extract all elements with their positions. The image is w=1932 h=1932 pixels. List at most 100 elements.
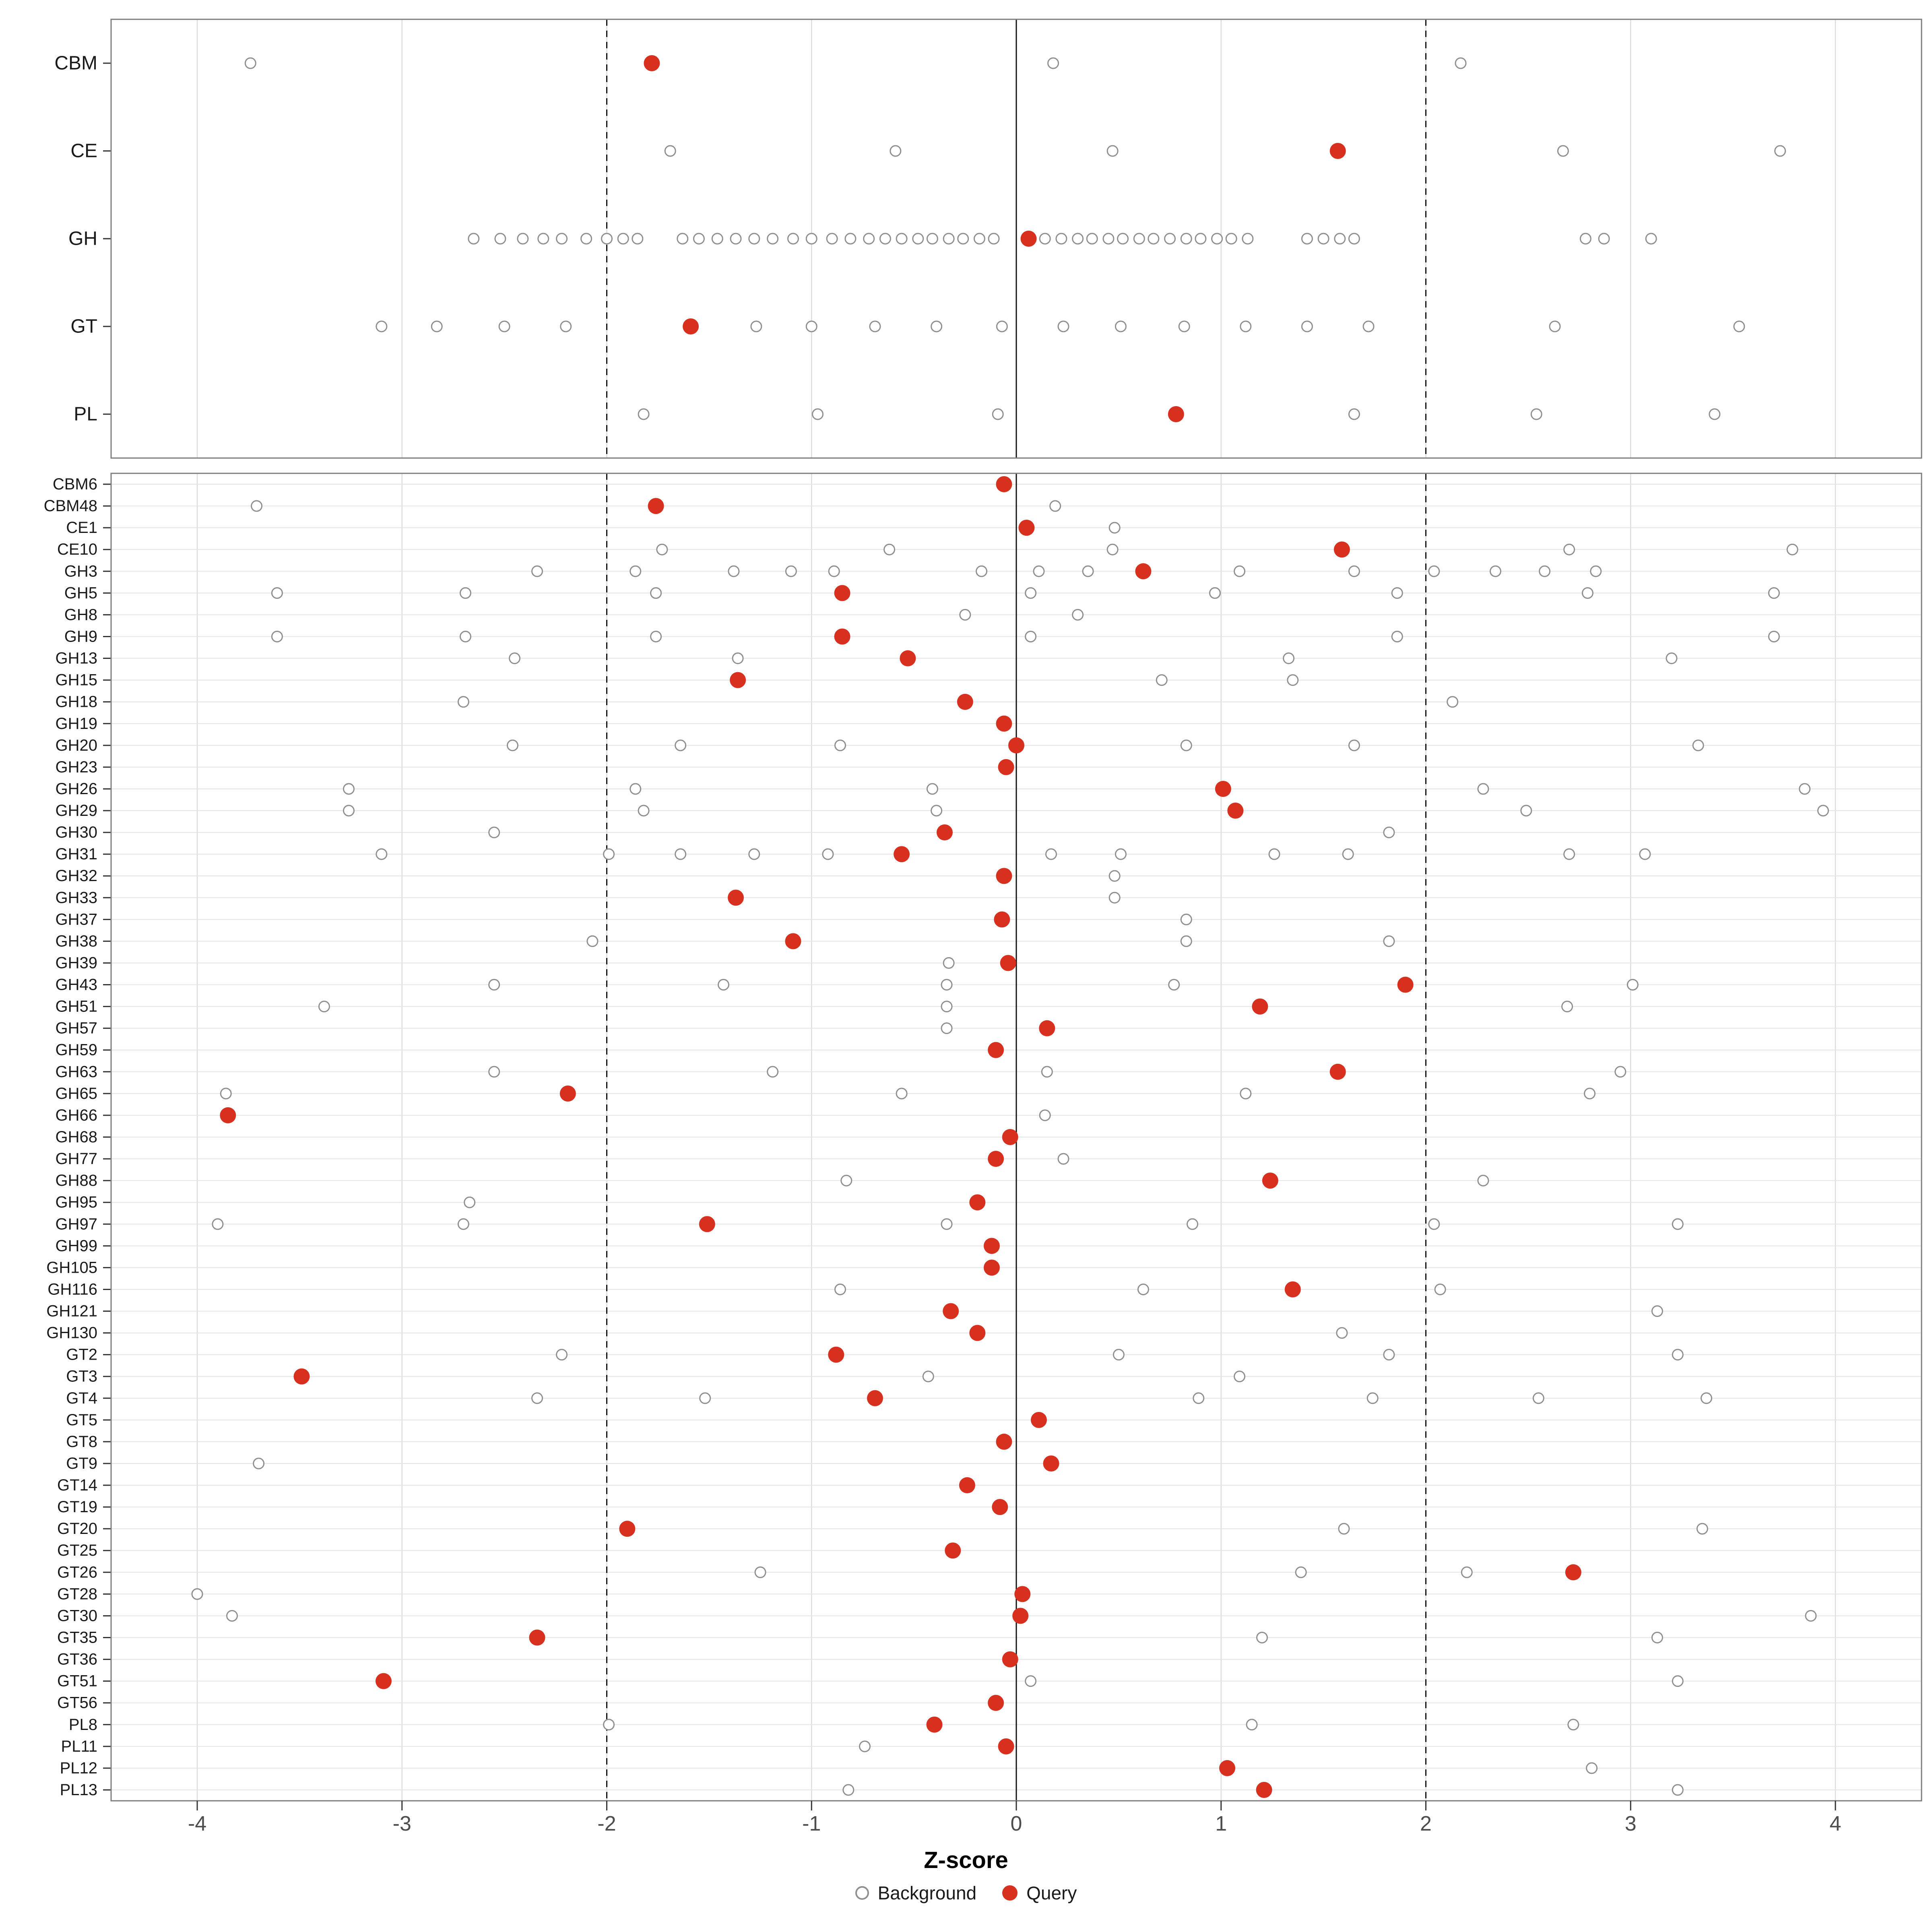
background-point: [812, 408, 824, 420]
query-point: [1039, 1020, 1055, 1036]
y-axis-label: PL13: [60, 1781, 97, 1799]
background-point: [650, 630, 662, 642]
background-point: [1242, 233, 1254, 245]
query-point: [867, 1390, 883, 1406]
query-point: [1262, 1172, 1278, 1189]
legend-item-query: Query: [1002, 1882, 1077, 1904]
background-point: [1049, 500, 1061, 512]
query-point: [1168, 406, 1184, 422]
query-point: [529, 1629, 545, 1646]
background-point: [630, 783, 642, 795]
y-axis-label: GT14: [57, 1476, 97, 1494]
background-point: [959, 609, 971, 621]
y-axis-label: PL: [74, 404, 97, 425]
background-point: [1348, 565, 1360, 577]
query-point: [1018, 520, 1035, 536]
background-point: [988, 233, 1000, 245]
background-point: [996, 320, 1008, 332]
background-point: [785, 565, 797, 577]
y-axis-label: GH116: [47, 1280, 97, 1298]
y-axis-label: GH30: [56, 824, 98, 841]
background-point: [457, 1218, 469, 1230]
y-axis-label: GH121: [46, 1302, 97, 1320]
query-point: [998, 759, 1014, 775]
background-point: [251, 500, 263, 512]
background-point: [1348, 408, 1360, 420]
background-point: [1025, 630, 1037, 642]
y-axis-label: PL8: [69, 1716, 97, 1734]
background-point: [601, 233, 613, 245]
y-axis-label: GT51: [57, 1672, 97, 1690]
background-point: [1047, 57, 1059, 69]
background-point: [1180, 935, 1192, 947]
query-point: [969, 1325, 986, 1341]
background-point: [459, 630, 471, 642]
background-point: [1240, 320, 1252, 332]
background-point: [912, 233, 924, 245]
background-point: [1336, 1327, 1348, 1339]
background-point-icon: [855, 1886, 869, 1900]
background-point: [1057, 1153, 1069, 1165]
background-point: [748, 848, 760, 860]
query-point: [644, 55, 660, 71]
query-point: [1020, 231, 1037, 247]
background-point: [693, 233, 705, 245]
y-axis-label: GH26: [56, 780, 98, 798]
background-point: [1383, 935, 1395, 947]
query-point: [1227, 803, 1244, 819]
background-point: [617, 233, 629, 245]
background-point: [675, 739, 687, 751]
background-point: [1590, 565, 1602, 577]
background-point: [883, 543, 896, 555]
background-point: [468, 233, 480, 245]
query-point: [1397, 976, 1414, 993]
query-point: [1565, 1564, 1581, 1581]
y-axis-label: GH88: [56, 1172, 98, 1189]
background-point: [1366, 1392, 1379, 1404]
background-point: [1579, 233, 1591, 245]
background-point: [1086, 233, 1098, 245]
query-point: [1252, 998, 1268, 1015]
x-tick-label: -2: [597, 1812, 616, 1835]
background-point: [1645, 233, 1657, 245]
background-point: [1133, 233, 1145, 245]
background-point: [863, 233, 875, 245]
query-point: [988, 1695, 1004, 1711]
query-point: [1014, 1586, 1031, 1602]
background-point: [1209, 587, 1221, 599]
y-axis-label: GH15: [56, 671, 98, 689]
background-point: [1268, 848, 1280, 860]
background-point: [1733, 320, 1745, 332]
background-point: [464, 1196, 476, 1208]
y-axis-label: GT9: [66, 1455, 97, 1472]
background-point: [376, 320, 388, 332]
background-point: [1530, 408, 1542, 420]
background-point: [1799, 783, 1811, 795]
y-axis-label: PL12: [60, 1759, 97, 1777]
x-axis-title: Z-score: [924, 1847, 1008, 1873]
background-point: [1115, 320, 1127, 332]
background-point: [869, 320, 881, 332]
background-point: [1434, 1283, 1446, 1295]
background-point: [1108, 892, 1121, 904]
background-point: [1164, 233, 1176, 245]
legend: Background Query: [0, 1882, 1932, 1904]
background-point: [711, 233, 723, 245]
legend-label-background: Background: [877, 1882, 977, 1903]
background-point: [1563, 848, 1575, 860]
query-point: [1329, 143, 1346, 159]
y-axis-label: GH31: [56, 845, 98, 863]
query-point: [996, 868, 1012, 884]
y-axis-label: GT30: [57, 1607, 97, 1624]
background-point: [931, 805, 943, 817]
background-point: [1234, 1371, 1246, 1383]
y-axis-label: GT2: [66, 1346, 97, 1364]
background-point: [1391, 630, 1403, 642]
background-point: [1338, 1523, 1350, 1535]
background-point: [1805, 1610, 1817, 1622]
background-point: [560, 320, 572, 332]
y-axis-label: GT26: [57, 1563, 97, 1581]
background-point: [1651, 1632, 1663, 1644]
background-point: [1627, 979, 1639, 991]
